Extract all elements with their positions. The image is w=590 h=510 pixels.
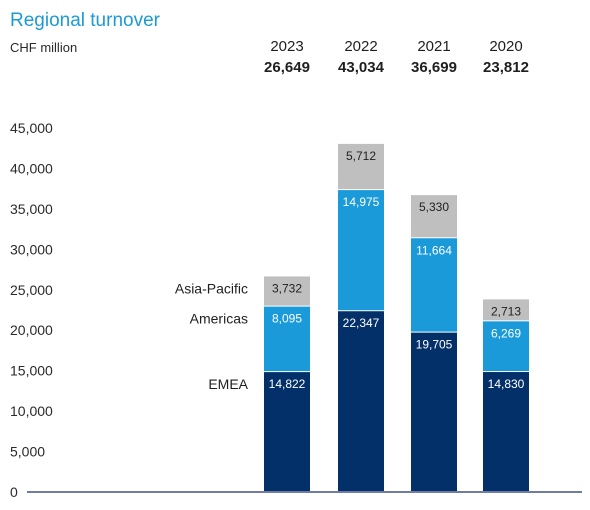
year-header-2022: 2022 xyxy=(344,38,377,55)
y-tick-label: 45,000 xyxy=(10,120,53,136)
data-label: 19,705 xyxy=(416,338,453,352)
unit-label: CHF million xyxy=(10,40,77,55)
y-axis: 0 5,000 10,000 15,000 20,000 25,000 30,000 35,0… xyxy=(10,120,582,500)
year-headers: 2023 26,649 2022 43,034 2021 36,699 2020 23,812 xyxy=(264,38,529,76)
year-header-2020: 2020 xyxy=(489,38,522,55)
y-tick-label: 10,000 xyxy=(10,403,53,419)
y-tick-label: 30,000 xyxy=(10,241,53,257)
bar-segment-asia-pacific-2022 xyxy=(338,143,384,190)
data-label: 14,975 xyxy=(343,195,380,209)
bar-segment-americas-2020 xyxy=(483,321,529,372)
total-2022: 43,034 xyxy=(338,59,385,76)
series-labels: EMEA Americas Asia-Pacific xyxy=(175,280,249,392)
y-tick-label: 20,000 xyxy=(10,322,53,338)
data-label: 8,095 xyxy=(272,312,302,326)
chart-title: Regional turnover xyxy=(10,10,161,31)
year-header-2023: 2023 xyxy=(270,38,303,55)
y-tick-label: 0 xyxy=(10,484,18,500)
total-2023: 26,649 xyxy=(264,59,310,76)
data-label: 22,347 xyxy=(343,316,380,330)
total-2021: 36,699 xyxy=(411,59,457,76)
bar-segment-emea-2023 xyxy=(264,372,310,491)
bar-segment-emea-2021 xyxy=(411,332,457,491)
bar-segment-asia-pacific-2020 xyxy=(483,299,529,321)
total-2020: 23,812 xyxy=(483,59,529,76)
y-tick-label: 35,000 xyxy=(10,201,53,217)
bar-segment-emea-2020 xyxy=(483,372,529,491)
y-tick-label: 25,000 xyxy=(10,282,53,298)
data-label: 14,822 xyxy=(269,377,306,391)
data-label: 11,664 xyxy=(416,243,452,257)
bar-segment-americas-2022 xyxy=(338,190,384,311)
bar-segment-asia-pacific-2023 xyxy=(264,276,310,306)
data-label: 5,712 xyxy=(346,149,376,163)
series-label-asia-pacific: Asia-Pacific xyxy=(175,280,248,296)
y-tick-label: 5,000 xyxy=(10,444,45,460)
y-tick-label: 40,000 xyxy=(10,160,53,176)
bar-segment-asia-pacific-2021 xyxy=(411,195,457,238)
data-label: 6,269 xyxy=(491,326,521,340)
data-label: 14,830 xyxy=(488,377,525,391)
data-label: 5,330 xyxy=(419,200,449,214)
series-label-emea: EMEA xyxy=(208,376,248,392)
bar-segment-americas-2021 xyxy=(411,238,457,332)
bar-segment-emea-2022 xyxy=(338,311,384,491)
year-header-2021: 2021 xyxy=(417,38,450,55)
bars: 14,822 8,095 3,732 22,347 14,975 5,712 19,705 1… xyxy=(264,143,529,491)
data-label: 2,713 xyxy=(491,304,521,318)
y-tick-label: 15,000 xyxy=(10,363,53,379)
series-label-americas: Americas xyxy=(190,311,248,327)
bar-segment-americas-2023 xyxy=(264,306,310,372)
data-label: 3,732 xyxy=(272,281,302,295)
